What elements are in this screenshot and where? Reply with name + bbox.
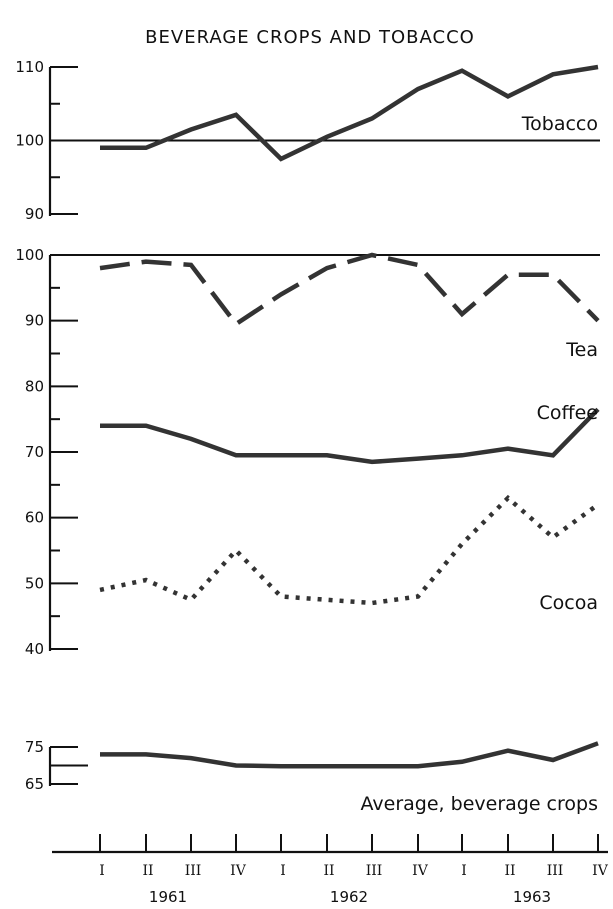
series-line [99,252,600,328]
x-tick-label: IV [412,863,429,879]
series-label-average: Average, beverage crops [361,793,598,815]
x-tick-label: III [185,863,202,879]
x-tick-label: I [99,863,105,879]
y-tick-label: 60 [25,509,44,527]
y-tick-label: 75 [25,738,44,756]
series-line [100,64,599,162]
series-label-coffee: Coffee [537,402,598,424]
year-label: 1962 [330,888,368,906]
y-tick-label: 90 [25,205,44,223]
series-tea [99,252,600,328]
y-tick-label: 100 [15,246,44,264]
x-tick-label: III [547,863,564,879]
series-coffee [99,407,600,465]
series-line [100,741,599,769]
series-average-beverage-crops [99,741,599,769]
y-tick-label: 90 [25,312,44,330]
x-tick-label: I [461,863,467,879]
series-line [99,494,600,606]
x-tick-label: II [142,863,153,879]
crops-panel: 100 90 80 70 60 50 40 [15,246,600,658]
y-tick-label: 110 [15,58,44,76]
year-label: 1961 [149,888,187,906]
y-tick-label: 100 [15,132,44,150]
series-label-tea: Tea [565,339,598,361]
y-tick-label: 80 [25,377,44,395]
series-label-tobacco: Tobacco [521,113,598,135]
x-tick-label: III [366,863,383,879]
x-tick-label: IV [592,863,609,879]
year-label: 1963 [513,888,551,906]
series-tobacco [99,64,599,162]
series-line [100,407,600,465]
x-tick-label: II [504,863,515,879]
panels: 110 100 90 100 90 80 70 60 50 40 75 65 [15,58,600,793]
x-tick-label: I [280,863,286,879]
average-panel: 75 65 [25,738,599,793]
tobacco-panel: 110 100 90 [15,58,600,223]
y-tick-label: 50 [25,574,44,592]
chart-title: BEVERAGE CROPS AND TOBACCO [145,27,475,48]
x-tick-label: IV [230,863,247,879]
series-cocoa [99,494,600,606]
x-tick-label: II [323,863,334,879]
y-tick-label: 65 [25,775,44,793]
y-tick-label: 40 [25,640,44,658]
series-label-cocoa: Cocoa [539,592,598,614]
y-tick-label: 70 [25,443,44,461]
